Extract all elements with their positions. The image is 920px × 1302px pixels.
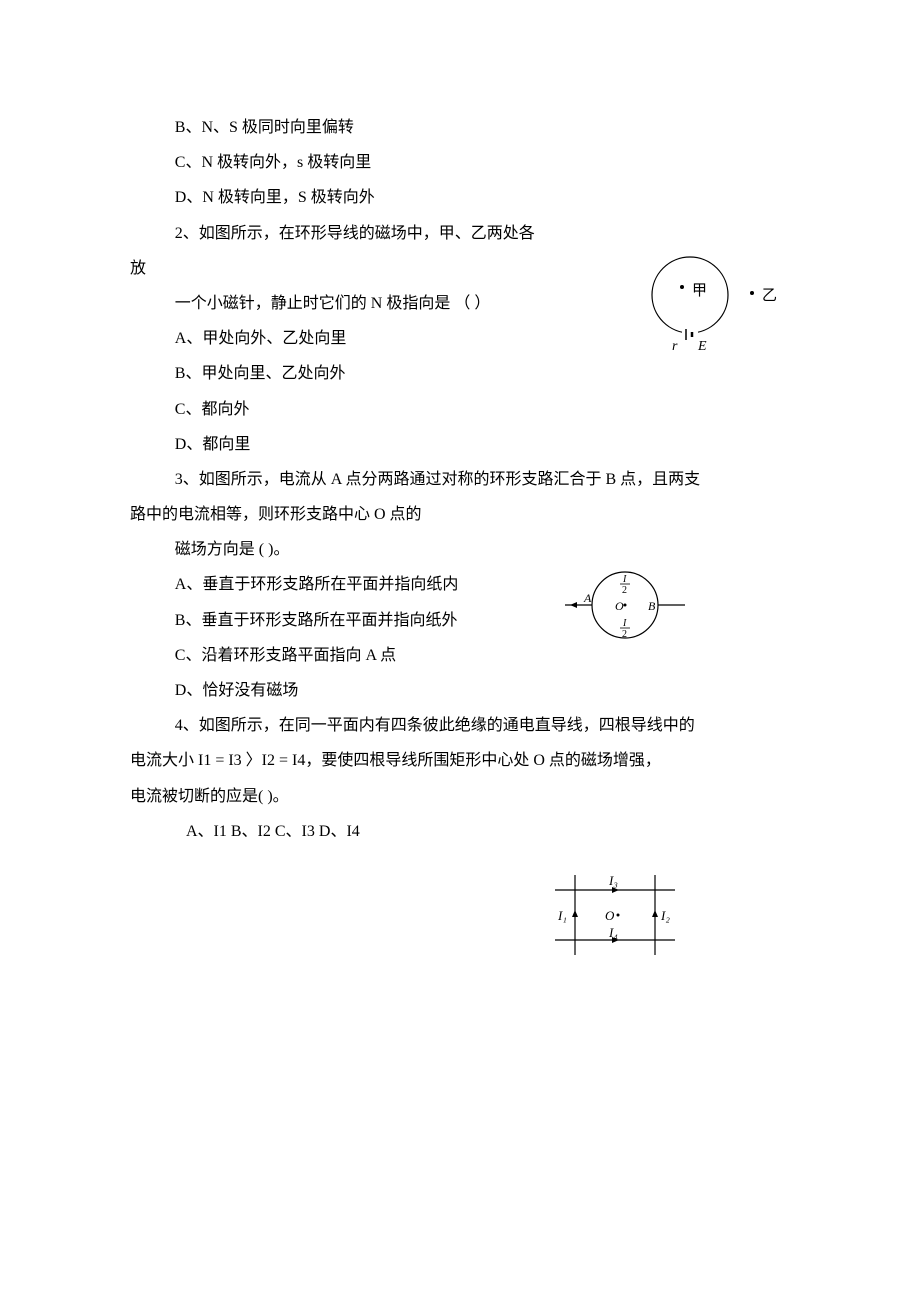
q1-option-d: D、N 极转向里，S 极转向外 <box>130 180 790 215</box>
q2-figure: 甲 乙 r E <box>640 250 790 360</box>
q4-stem-wrap2: 电流被切断的应是( )。 <box>130 779 790 814</box>
q4-label-i2: I₂ <box>660 908 670 923</box>
q3-stem-line2: 磁场方向是 ( )。 <box>130 532 790 567</box>
q3-figure: O A B I 2 I 2 <box>560 560 690 650</box>
q2-dot-jia <box>680 285 684 289</box>
q3-option-b: B、垂直于环形支路所在平面并指向纸外 <box>130 603 790 638</box>
q2-label-e: E <box>697 339 707 354</box>
q2-label-jia: 甲 <box>692 283 707 299</box>
q2-label-yi: 乙 <box>762 288 777 304</box>
q4-stem-wrap1: 电流大小 I1 = I3 〉I2 = I4，要使四根导线所围矩形中心处 O 点的… <box>130 743 790 778</box>
q3-label-i-bot: I <box>622 618 627 629</box>
q4-label-i3: I₃ <box>608 873 618 888</box>
q4-figure: I₃ I₄ I₁ I₂ O <box>545 870 685 965</box>
q1-option-c: C、N 极转向外，s 极转向里 <box>130 145 790 180</box>
q4-label-i1: I₁ <box>557 908 567 923</box>
q4-label-o: O <box>605 908 615 923</box>
q3-label-i-top: I <box>622 574 627 585</box>
q2-loop <box>652 257 728 333</box>
q3-label-a: A <box>583 591 592 605</box>
q2-option-b: B、甲处向里、乙处向外 <box>130 356 790 391</box>
q1-option-b: B、N、S 极同时向里偏转 <box>130 110 790 145</box>
q3-option-d: D、恰好没有磁场 <box>130 673 790 708</box>
q3-stem-line1: 3、如图所示，电流从 A 点分两路通过对称的环形支路汇合于 B 点，且两支 <box>130 462 790 497</box>
q3-label-b: B <box>648 599 656 613</box>
q4-stem-line1: 4、如图所示，在同一平面内有四条彼此绝缘的通电直导线，四根导线中的 <box>130 708 790 743</box>
q2-option-c: C、都向外 <box>130 392 790 427</box>
q3-label-o: O <box>615 599 624 613</box>
q3-option-c: C、沿着环形支路平面指向 A 点 <box>130 638 790 673</box>
q2-label-r: r <box>672 339 678 354</box>
q3-option-a: A、垂直于环形支路所在平面并指向纸内 <box>130 567 790 602</box>
q2-option-d: D、都向里 <box>130 427 790 462</box>
q3-label-2-top: 2 <box>622 585 627 596</box>
q4-label-i4: I₄ <box>608 925 618 940</box>
q2-dot-yi <box>750 291 754 295</box>
q3-stem-wrap1: 路中的电流相等，则环形支路中心 O 点的 <box>130 497 790 532</box>
q4-options: A、I1 B、I2 C、I3 D、I4 <box>130 814 790 849</box>
q2-stem-line1: 2、如图所示，在环形导线的磁场中，甲、乙两处各 <box>130 216 790 251</box>
q3-label-2-bot: 2 <box>622 629 627 640</box>
